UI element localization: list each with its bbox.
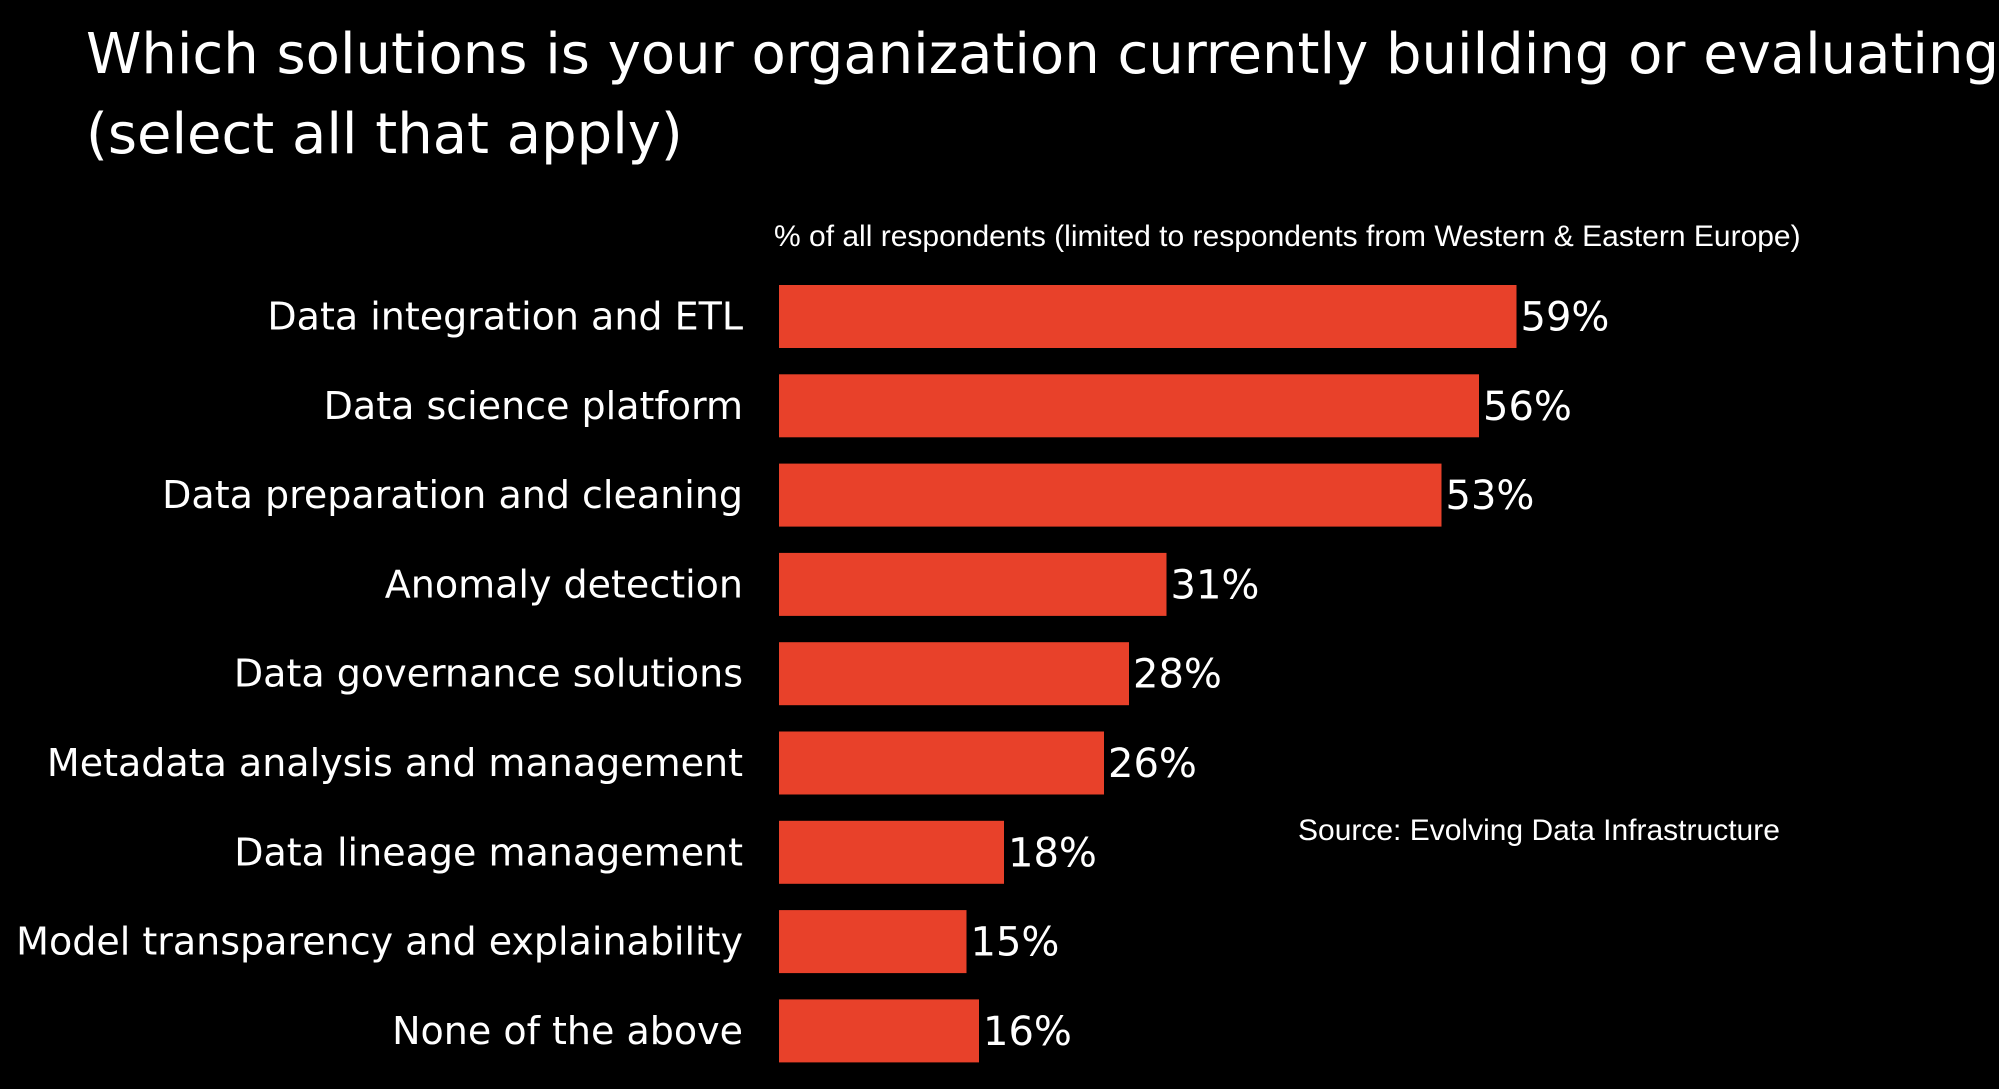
category-label-3: Anomaly detection bbox=[385, 562, 743, 606]
bars-group bbox=[779, 285, 1517, 1063]
chart-title-line-2: (select all that apply) bbox=[86, 102, 683, 167]
category-label-7: Model transparency and explainability bbox=[16, 920, 743, 964]
category-label-5: Metadata analysis and management bbox=[47, 741, 743, 785]
value-label-5: 26% bbox=[1108, 741, 1197, 787]
value-label-1: 56% bbox=[1483, 384, 1572, 430]
bar-4 bbox=[779, 642, 1129, 706]
value-label-2: 53% bbox=[1446, 473, 1535, 519]
value-label-8: 16% bbox=[983, 1009, 1072, 1055]
category-label-4: Data governance solutions bbox=[234, 652, 743, 696]
category-label-2: Data preparation and cleaning bbox=[162, 473, 743, 517]
category-label-1: Data science platform bbox=[324, 384, 743, 428]
value-labels: 59% 56% 53% 31% 28% 26%18% 15% 16% bbox=[971, 295, 1610, 1055]
chart-subtitle: % of all respondents (limited to respond… bbox=[774, 220, 1801, 253]
bar-7 bbox=[779, 910, 967, 974]
bar-6 bbox=[779, 820, 1004, 884]
value-label-7: 15% bbox=[971, 920, 1060, 966]
value-label-6: 18% bbox=[1008, 830, 1097, 876]
chart-source: Source: Evolving Data Infrastructure bbox=[1298, 814, 1780, 847]
value-label-0: 59% bbox=[1521, 295, 1610, 341]
value-label-4: 28% bbox=[1133, 652, 1222, 698]
bar-3 bbox=[779, 552, 1167, 616]
category-labels: Data integration and ETL Data science pla… bbox=[16, 295, 743, 1053]
value-label-3: 31% bbox=[1171, 562, 1260, 608]
category-label-0: Data integration and ETL bbox=[267, 295, 743, 339]
bar-2 bbox=[779, 463, 1442, 527]
bar-8 bbox=[779, 999, 979, 1063]
category-label-6: Data lineage management bbox=[234, 830, 743, 874]
bar-0 bbox=[779, 285, 1517, 348]
category-label-8: None of the above bbox=[392, 1009, 743, 1053]
bar-5 bbox=[779, 731, 1104, 795]
chart-title-line-1: Which solutions is your organization cur… bbox=[86, 22, 1999, 87]
bar-1 bbox=[779, 374, 1479, 438]
